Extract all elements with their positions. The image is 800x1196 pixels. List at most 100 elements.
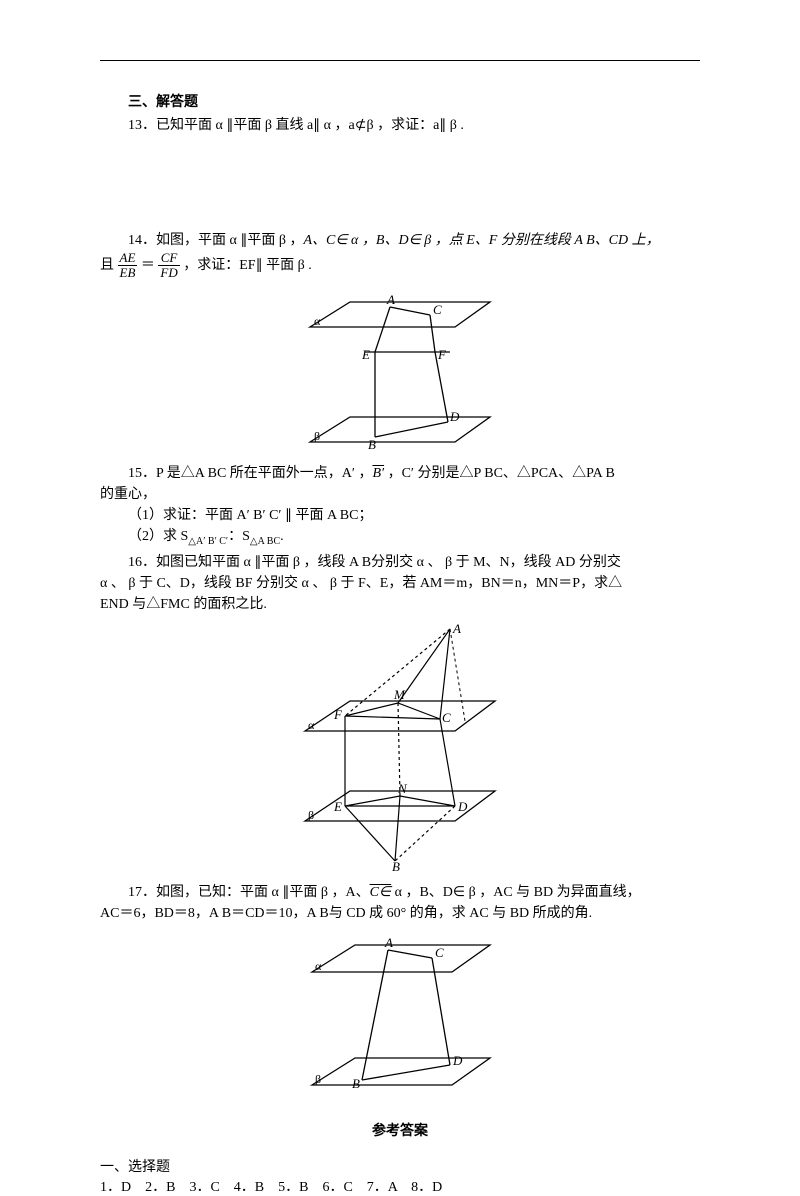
line-cf [430, 315, 435, 352]
line-eb [345, 806, 395, 861]
q13-num: 13． [128, 118, 156, 133]
problem-16: 16．如图已知平面 α ∥平面 β ，线段 A B分别交 α 、 β 于 M、N… [100, 552, 700, 615]
triangle-fmc [345, 703, 440, 719]
alpha-plane [310, 302, 490, 327]
line-am [398, 629, 450, 703]
q17-cover: C∈ [370, 885, 392, 900]
fig16-svg: A F M C E N D B α β [290, 621, 510, 871]
alpha-plane [312, 945, 490, 972]
line-cd [432, 958, 450, 1065]
spacer [100, 1140, 700, 1156]
fig14-svg: A C E F B D α β [300, 287, 500, 452]
q14-l2s: ，求证：EF∥ 平面 β . [183, 258, 311, 273]
line-bd [375, 422, 448, 437]
q15-num: 15． [128, 466, 156, 481]
label-b: B [392, 859, 400, 871]
label-b: B [368, 437, 376, 452]
label-n: N [397, 781, 408, 796]
frac-num: CF [158, 251, 179, 266]
label-b: B [352, 1076, 360, 1091]
q17-l1b: α ，B、D∈ β ，AC 与 BD 为异面直线， [391, 885, 641, 900]
label-c: C [442, 710, 451, 725]
label-m: M [393, 687, 406, 702]
figure-14-wrap: A C E F B D α β [100, 287, 700, 457]
q15-colon: ：S [228, 529, 250, 544]
q14-num: 14． [128, 233, 156, 248]
frac-den: FD [158, 266, 179, 280]
q15-l1c: 的重心， [100, 484, 700, 505]
answers-section-label: 一、选择题 [100, 1156, 700, 1176]
document-page: 三、解答题 13．已知平面 α ∥平面 β 直线 a∥ α ，a⊄β ，求证：a… [0, 0, 800, 1132]
label-c: C [435, 945, 444, 960]
figure-17-wrap: A C B D α β [100, 930, 700, 1100]
line-ae [375, 307, 390, 352]
label-f: F [437, 347, 447, 362]
line-bd [362, 1065, 450, 1080]
figure-17: A C B D α β [300, 930, 500, 1095]
q17-l2: AC＝6，BD＝8，A B＝CD＝10，A B与 CD 成 60° 的角，求 A… [100, 903, 700, 924]
q15-bover: B′ [372, 466, 384, 481]
fraction-cf-fd: CF FD [158, 251, 179, 281]
beta-plane [310, 417, 490, 442]
figure-16-wrap: A F M C E N D B α β [100, 621, 700, 876]
label-alpha: α [315, 959, 322, 973]
line-ac [388, 950, 432, 958]
label-a: A [384, 935, 393, 950]
q14-l1a: 如图，平面 α ∥平面 β ， [156, 233, 303, 248]
label-e: E [361, 347, 370, 362]
q14-l2p: 且 [100, 258, 114, 273]
line-fd [435, 352, 448, 422]
q16-l3: END 与△FMC 的面积之比. [100, 594, 700, 615]
frac-den: EB [118, 266, 138, 280]
line-ac [390, 307, 430, 315]
problem-17: 17．如图，已知：平面 α ∥平面 β ，A、C∈ α ，B、D∈ β ，AC … [100, 882, 700, 924]
answers-line: 1．D 2．B 3．C 4．B 5．B 6．C 7．A 8．D [100, 1176, 700, 1196]
label-c: C [433, 302, 442, 317]
answers-heading: 参考答案 [100, 1120, 700, 1140]
q17-num: 17． [128, 885, 156, 900]
q15-p2a: （2）求 S [128, 529, 188, 544]
beta-plane [312, 1058, 490, 1085]
q13-text: 已知平面 α ∥平面 β 直线 a∥ α ，a⊄β ，求证：a∥ β . [156, 118, 464, 133]
label-a: A [452, 621, 461, 636]
section-heading: 三、解答题 [100, 91, 700, 111]
eq-sign: ＝ [141, 258, 155, 273]
label-alpha: α [308, 718, 315, 732]
label-f: F [333, 707, 343, 722]
fraction-ae-eb: AE EB [118, 251, 138, 281]
q15-l1: P 是△A BC 所在平面外一点，A′ ， [156, 466, 372, 481]
figure-16: A F M C E N D B α β [290, 621, 510, 871]
q16-num: 16． [128, 555, 156, 570]
label-beta: β [314, 429, 320, 443]
label-d: D [452, 1053, 463, 1068]
label-a: A [386, 292, 395, 307]
q15-part1: （1）求证：平面 A′ B′ C′ ∥ 平面 A BC； [100, 505, 700, 526]
label-alpha: α [314, 314, 321, 328]
problem-13: 13．已知平面 α ∥平面 β 直线 a∥ α ，a⊄β ，求证：a∥ β . [100, 115, 700, 136]
label-d: D [457, 799, 468, 814]
blank-space [100, 140, 700, 230]
q16-l1: 如图已知平面 α ∥平面 β ，线段 A B分别交 α 、 β 于 M、N，线段… [156, 555, 621, 570]
q17-l1a: 如图，已知：平面 α ∥平面 β ，A、 [156, 885, 370, 900]
top-rule [100, 60, 700, 61]
q15-sub2: △A BC [250, 535, 280, 546]
q15-l1b: ，C′ 分别是△P BC、△PCA、△PA B [384, 466, 615, 481]
q16-l2: α 、 β 于 C、D，线段 BF 分别交 α 、 β 于 F、E，若 AM＝m… [100, 573, 700, 594]
figure-14: A C E F B D α β [300, 287, 500, 452]
line-ab [362, 950, 388, 1080]
problem-14: 14．如图，平面 α ∥平面 β ，A、C∈ α ，B、D∈ β ，点 E、F … [100, 230, 700, 281]
q15-sub1: △A′ B′ C′ [188, 535, 228, 546]
line-cd [440, 719, 455, 806]
q14-l1b: A、C∈ α ，B、D∈ β ，点 E、F 分别在线段 A B、CD 上， [303, 233, 659, 248]
q15-dot: . [280, 529, 284, 544]
dash-outer [450, 629, 465, 721]
problem-15: 15．P 是△A BC 所在平面外一点，A′ ，B′ ，C′ 分别是△P BC、… [100, 463, 700, 549]
line-ac [440, 629, 450, 719]
label-d: D [449, 409, 460, 424]
label-beta: β [308, 808, 314, 822]
fig17-svg: A C B D α β [300, 930, 500, 1095]
frac-num: AE [118, 251, 138, 266]
label-beta: β [315, 1072, 321, 1086]
line-db [395, 806, 455, 861]
label-e: E [333, 799, 342, 814]
